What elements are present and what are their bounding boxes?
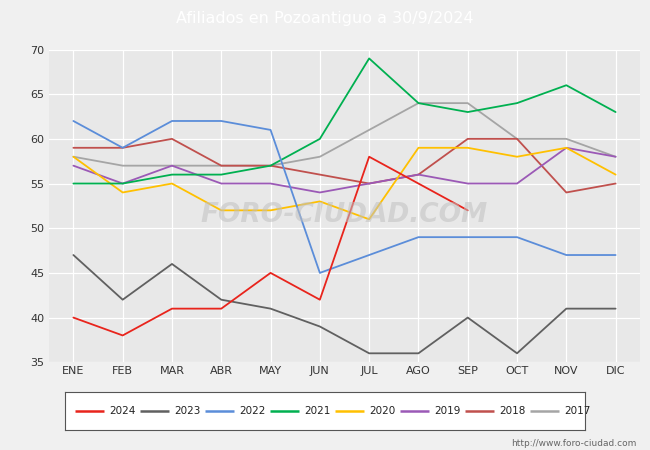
Text: 2023: 2023 [174, 405, 201, 416]
Text: Afiliados en Pozoantiguo a 30/9/2024: Afiliados en Pozoantiguo a 30/9/2024 [176, 11, 474, 26]
Text: 2024: 2024 [109, 405, 136, 416]
Text: http://www.foro-ciudad.com: http://www.foro-ciudad.com [512, 439, 637, 448]
Text: 2021: 2021 [304, 405, 331, 416]
Text: FORO-CIUDAD.COM: FORO-CIUDAD.COM [201, 202, 488, 228]
Text: 2018: 2018 [499, 405, 526, 416]
Text: 2020: 2020 [369, 405, 395, 416]
Text: 2019: 2019 [434, 405, 461, 416]
Text: 2017: 2017 [564, 405, 591, 416]
Text: 2022: 2022 [239, 405, 266, 416]
